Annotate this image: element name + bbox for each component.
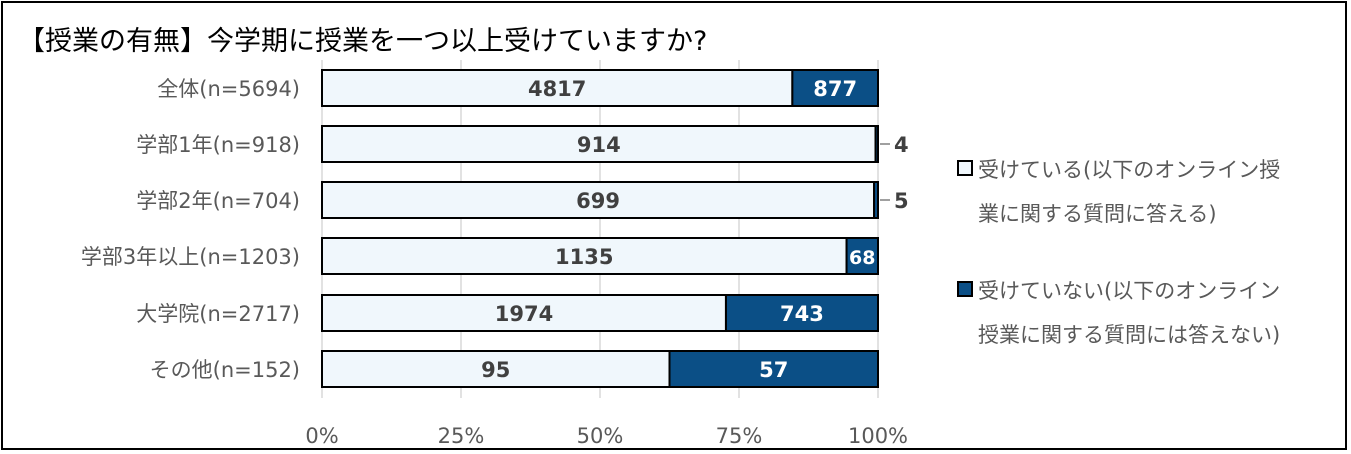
data-label: 4 xyxy=(894,133,909,157)
bar-segment-attending xyxy=(321,125,877,163)
category-label: その他(n=152) xyxy=(150,358,300,382)
bar-segment-attending xyxy=(321,350,671,388)
data-label: 57 xyxy=(759,358,788,382)
x-tick-label: 25% xyxy=(438,424,485,448)
data-label: 1135 xyxy=(555,245,613,269)
chart-title: 【授業の有無】今学期に授業を一つ以上受けていますか? xyxy=(18,26,707,57)
legend-label: 業に関する質問に答える) xyxy=(978,202,1217,226)
category-label: 学部3年以上(n=1203) xyxy=(81,245,300,269)
category-label: 大学院(n=2717) xyxy=(136,302,300,326)
legend-label: 授業に関する質問には答えない) xyxy=(978,323,1280,347)
bar-segment-not-attending xyxy=(724,294,879,332)
data-label: 743 xyxy=(780,302,824,326)
data-label: 4817 xyxy=(528,77,586,101)
x-tick-label: 0% xyxy=(305,424,338,448)
bar-segment-not-attending xyxy=(791,69,879,107)
data-label: 1974 xyxy=(495,302,553,326)
legend-swatch xyxy=(957,281,973,297)
x-tick-label: 100% xyxy=(848,424,908,448)
data-label: 699 xyxy=(576,189,620,213)
data-label: 914 xyxy=(577,133,621,157)
legend-label: 受けている(以下のオンライン授 xyxy=(978,158,1280,182)
data-label: 68 xyxy=(849,247,875,269)
category-label: 学部2年(n=704) xyxy=(136,189,300,213)
legend-swatch xyxy=(957,160,973,176)
data-label: 877 xyxy=(813,77,857,101)
bar-segment-not-attending xyxy=(874,125,879,163)
bar-segment-not-attending xyxy=(668,350,879,388)
bar-segment-attending xyxy=(321,237,848,275)
category-label: 学部1年(n=918) xyxy=(136,133,300,157)
category-label: 全体(n=5694) xyxy=(157,77,300,101)
bar-segment-attending xyxy=(321,181,876,219)
bar-segment-not-attending xyxy=(845,237,879,275)
bar-segment-not-attending xyxy=(873,181,880,219)
data-label: 5 xyxy=(894,189,909,213)
data-label: 95 xyxy=(481,358,510,382)
x-tick-label: 75% xyxy=(716,424,763,448)
x-tick-label: 50% xyxy=(577,424,624,448)
legend-label: 受けていない(以下のオンライン xyxy=(978,279,1280,303)
